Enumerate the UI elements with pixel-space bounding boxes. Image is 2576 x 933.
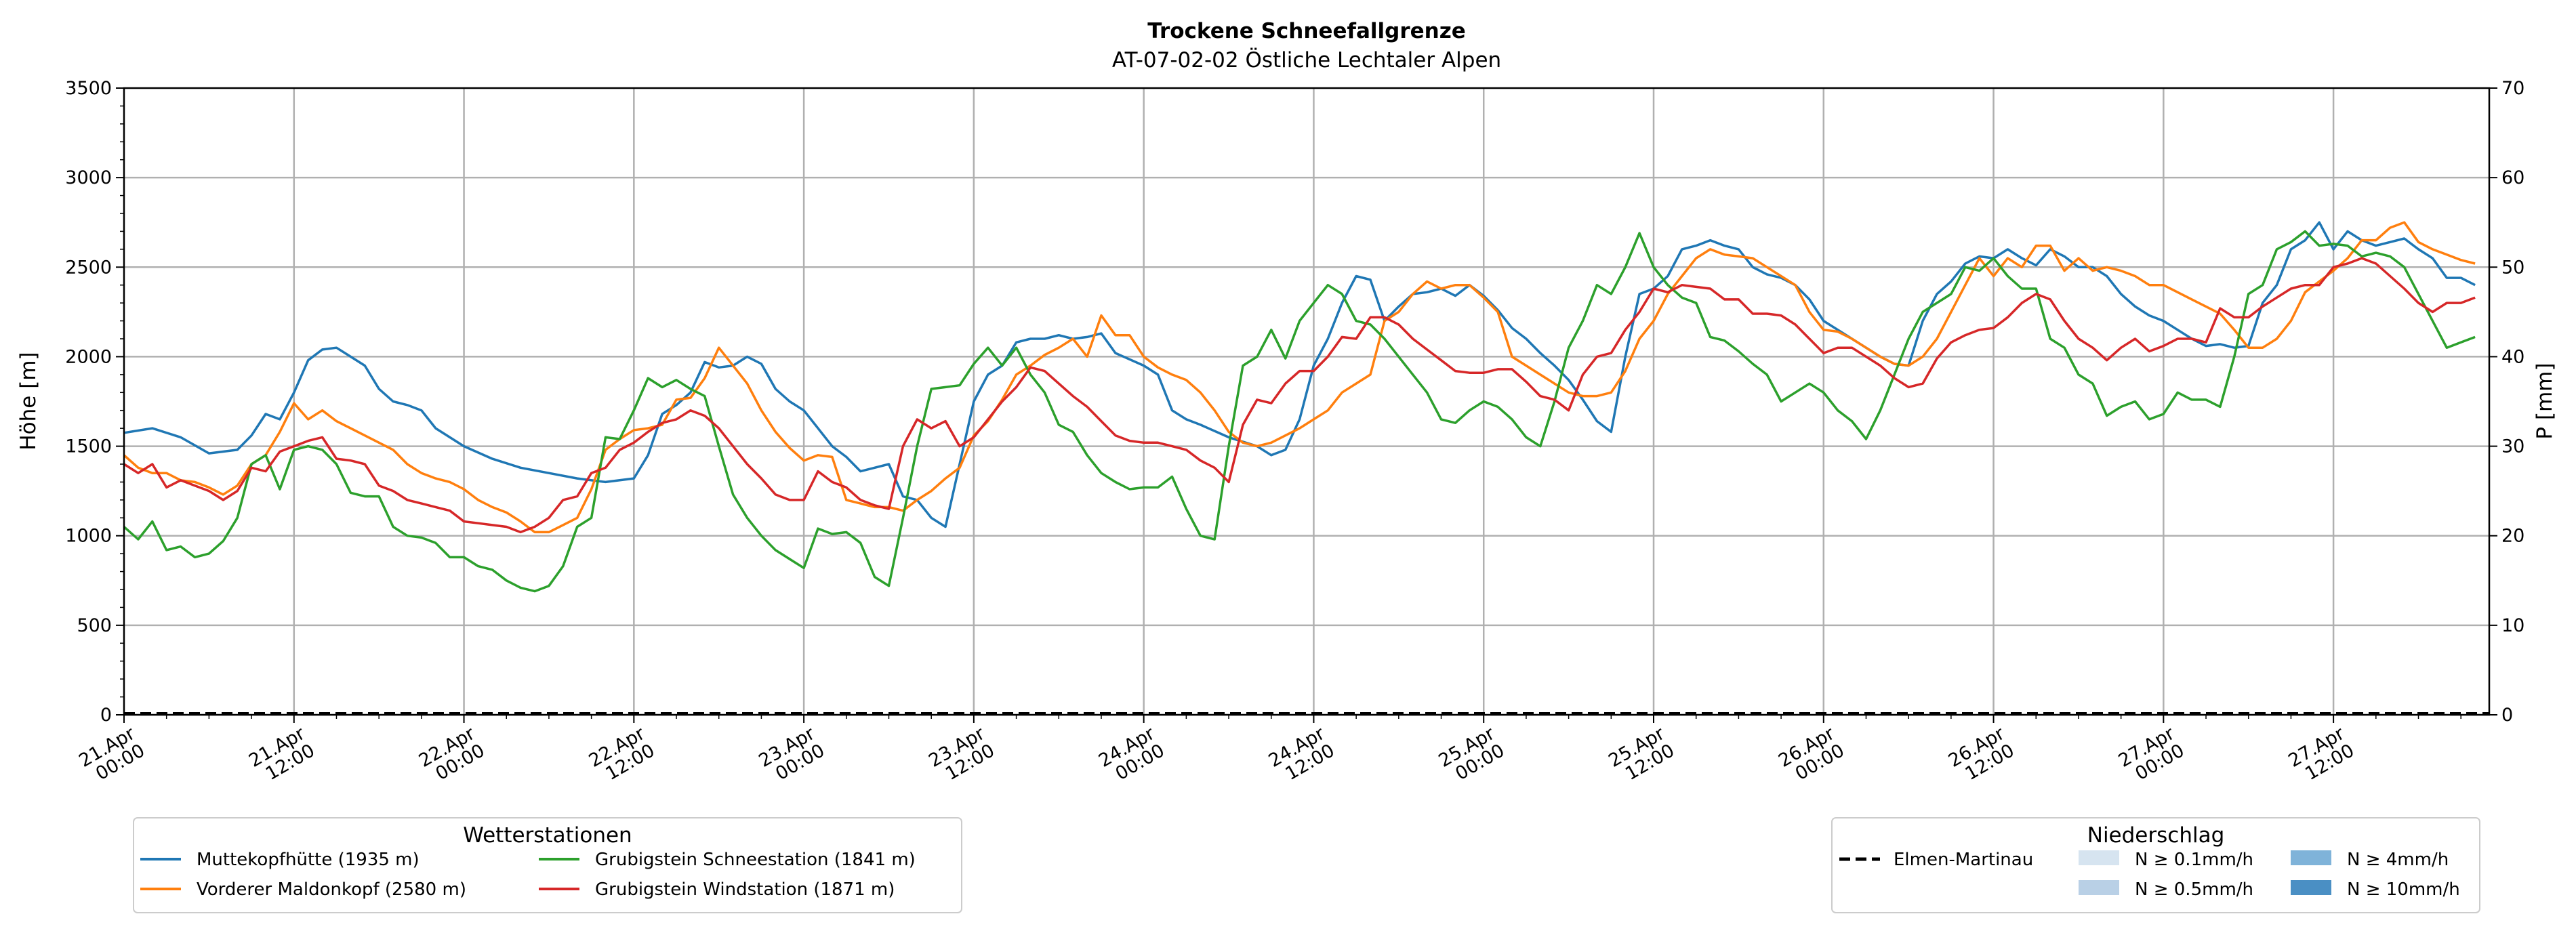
- y-tick-label: 2000: [65, 346, 112, 367]
- precip-class-label: N ≥ 0.1mm/h: [2135, 850, 2253, 870]
- precip-class-label: N ≥ 4mm/h: [2347, 850, 2449, 870]
- precip-legend-label: Elmen-Martinau: [1894, 850, 2033, 870]
- y2-tick-label: 50: [2501, 257, 2524, 278]
- precip-class-swatch: [2291, 850, 2331, 865]
- station-legend: Wetterstationen Muttekopfhütte (1935 m) V…: [134, 818, 962, 913]
- y2-axis-ticks: 0 10 20 30 40 50 60 70: [2489, 78, 2524, 726]
- series-line-1: [124, 222, 2475, 532]
- precip-legend-title: Niederschlag: [2087, 823, 2225, 848]
- y-axis-ticks: 0 500 1000 1500 2000 2500 3000 3500: [65, 78, 124, 726]
- station-legend-label: Grubigstein Windstation (1871 m): [595, 879, 895, 900]
- y-tick-label: 1000: [65, 526, 112, 547]
- y-tick-label: 3000: [65, 167, 112, 188]
- y2-tick-label: 0: [2501, 705, 2513, 726]
- y2-tick-label: 30: [2501, 436, 2524, 457]
- series-line-3: [124, 258, 2475, 532]
- y-tick-label: 2500: [65, 257, 112, 278]
- station-legend-label: Vorderer Maldonkopf (2580 m): [197, 879, 466, 900]
- station-legend-label: Grubigstein Schneestation (1841 m): [595, 850, 916, 870]
- y2-tick-label: 70: [2501, 78, 2524, 99]
- y2-tick-label: 20: [2501, 526, 2524, 547]
- station-legend-label: Muttekopfhütte (1935 m): [197, 850, 420, 870]
- series-line-0: [124, 222, 2475, 526]
- y2-tick-label: 40: [2501, 346, 2524, 367]
- series-line-2: [124, 231, 2475, 591]
- precip-class-swatch: [2079, 850, 2119, 865]
- y2-tick-label: 60: [2501, 167, 2524, 188]
- y-axis-label: Höhe [m]: [16, 352, 41, 450]
- precip-class-label: N ≥ 10mm/h: [2347, 879, 2460, 900]
- precip-class-swatch: [2079, 880, 2119, 895]
- precip-class-swatch: [2291, 880, 2331, 895]
- chart-subtitle: AT-07-02-02 Östliche Lechtaler Alpen: [1112, 47, 1501, 72]
- chart-title: Trockene Schneefallgrenze: [1147, 19, 1466, 43]
- y-tick-label: 3500: [65, 78, 112, 99]
- precip-class-label: N ≥ 0.5mm/h: [2135, 879, 2253, 900]
- y2-axis-label: P [mm]: [2533, 362, 2557, 439]
- precip-legend: Niederschlag Elmen-Martinau N ≥ 0.1mm/h N …: [1832, 818, 2480, 913]
- y-tick-label: 1500: [65, 436, 112, 457]
- station-legend-title: Wetterstationen: [463, 823, 632, 848]
- y-tick-label: 0: [100, 705, 112, 726]
- y2-tick-label: 10: [2501, 615, 2524, 636]
- y-tick-label: 500: [77, 615, 112, 636]
